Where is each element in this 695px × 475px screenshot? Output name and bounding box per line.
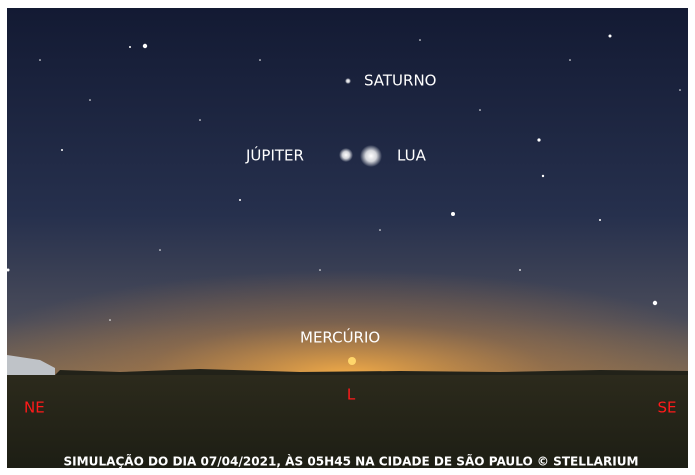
page: SATURNO JÚPITER LUA MERCÚRIO NE L SE SIM…	[0, 0, 695, 475]
cardinal-east: L	[347, 386, 356, 404]
moon-label: LUA	[397, 147, 427, 165]
jupiter-label: JÚPITER	[245, 146, 304, 165]
saturn	[345, 78, 351, 84]
mercury	[348, 357, 356, 365]
sky-view: SATURNO JÚPITER LUA MERCÚRIO NE L SE SIM…	[0, 0, 695, 475]
mercury-label: MERCÚRIO	[300, 328, 380, 347]
horizon-glow	[7, 200, 688, 375]
jupiter	[339, 148, 353, 162]
saturn-label: SATURNO	[364, 72, 437, 90]
cardinal-ne: NE	[24, 399, 45, 417]
moon	[360, 145, 382, 167]
caption: SIMULAÇÃO DO DIA 07/04/2021, ÀS 05H45 NA…	[64, 454, 639, 469]
cardinal-se: SE	[658, 399, 677, 417]
